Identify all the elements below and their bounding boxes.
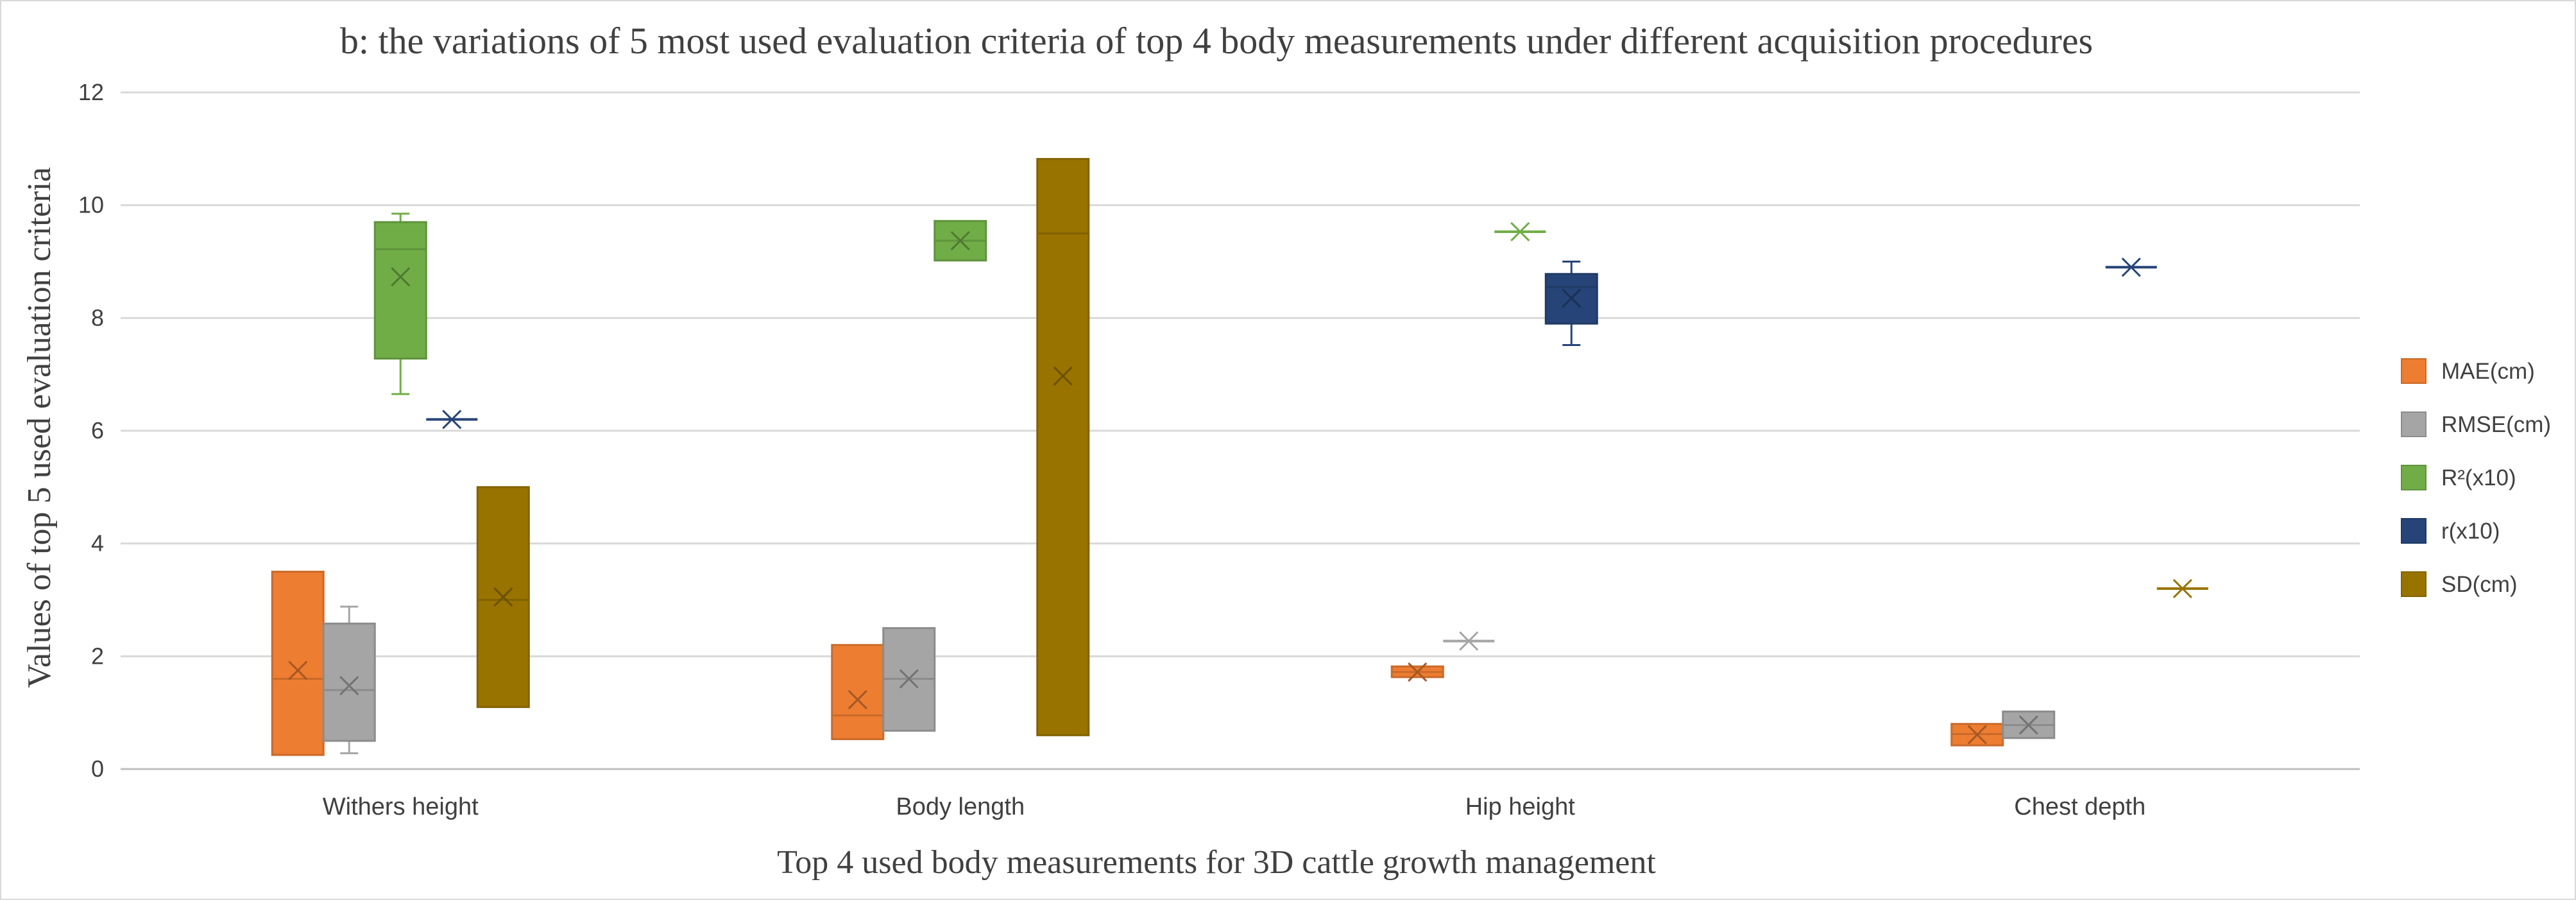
legend-item: R²(x10) bbox=[2401, 465, 2516, 490]
legend-swatch bbox=[2401, 571, 2427, 597]
box-mark bbox=[934, 220, 987, 262]
category-label: Hip height bbox=[1465, 793, 1576, 820]
legend-swatch bbox=[2401, 465, 2427, 490]
y-axis-title: Values of top 5 used evaluation criteria bbox=[21, 167, 58, 688]
box-mark bbox=[426, 410, 478, 429]
legend-item: SD(cm) bbox=[2401, 571, 2518, 597]
box-mark bbox=[476, 486, 530, 708]
y-tick-labels: 0 2 4 6 8 10 12 bbox=[78, 79, 104, 782]
box-mark bbox=[1036, 158, 1090, 736]
legend-item: MAE(cm) bbox=[2401, 358, 2535, 384]
y-tick-label: 6 bbox=[91, 417, 104, 444]
box-mark bbox=[1544, 261, 1598, 346]
box-mark bbox=[1494, 221, 1546, 242]
y-tick-label: 2 bbox=[91, 643, 104, 669]
box-marks bbox=[271, 158, 2208, 756]
chart-title: b: the variations of 5 most used evaluat… bbox=[340, 20, 2093, 62]
box-mark bbox=[2002, 710, 2056, 740]
legend-label: r(x10) bbox=[2441, 519, 2500, 544]
box-mark bbox=[271, 571, 325, 756]
box-mark bbox=[322, 605, 376, 754]
legend-swatch bbox=[2401, 358, 2427, 384]
y-tick-label: 8 bbox=[91, 304, 104, 331]
y-tick-label: 12 bbox=[78, 79, 104, 105]
category-label: Body length bbox=[896, 793, 1025, 820]
box-mark bbox=[1950, 723, 2004, 747]
box-mark bbox=[2105, 257, 2157, 277]
legend: MAE(cm) RMSE(cm) R²(x10) r(x10) SD(cm) bbox=[2401, 358, 2551, 597]
legend-swatch bbox=[2401, 518, 2427, 544]
legend-item: RMSE(cm) bbox=[2401, 411, 2551, 437]
x-axis-title: Top 4 used body measurements for 3D catt… bbox=[777, 844, 1656, 881]
box-mark bbox=[373, 212, 427, 395]
legend-label: SD(cm) bbox=[2441, 572, 2518, 597]
box-mark bbox=[1443, 631, 1495, 651]
y-tick-label: 10 bbox=[78, 192, 104, 218]
legend-label: MAE(cm) bbox=[2441, 359, 2535, 384]
y-tick-label: 0 bbox=[91, 756, 104, 782]
legend-label: R²(x10) bbox=[2441, 465, 2516, 490]
box-mark bbox=[882, 627, 936, 732]
box-mark bbox=[831, 644, 885, 740]
box-mark bbox=[1390, 662, 1444, 682]
category-label: Chest depth bbox=[2014, 793, 2145, 820]
category-labels: Withers height Body length Hip height Chest… bbox=[323, 793, 2145, 820]
legend-label: RMSE(cm) bbox=[2441, 412, 2551, 437]
box-mark bbox=[2156, 578, 2208, 598]
legend-swatch bbox=[2401, 411, 2427, 437]
category-label: Withers height bbox=[323, 793, 479, 820]
legend-item: r(x10) bbox=[2401, 518, 2500, 544]
y-tick-label: 4 bbox=[91, 530, 104, 557]
gridlines bbox=[121, 91, 2360, 770]
